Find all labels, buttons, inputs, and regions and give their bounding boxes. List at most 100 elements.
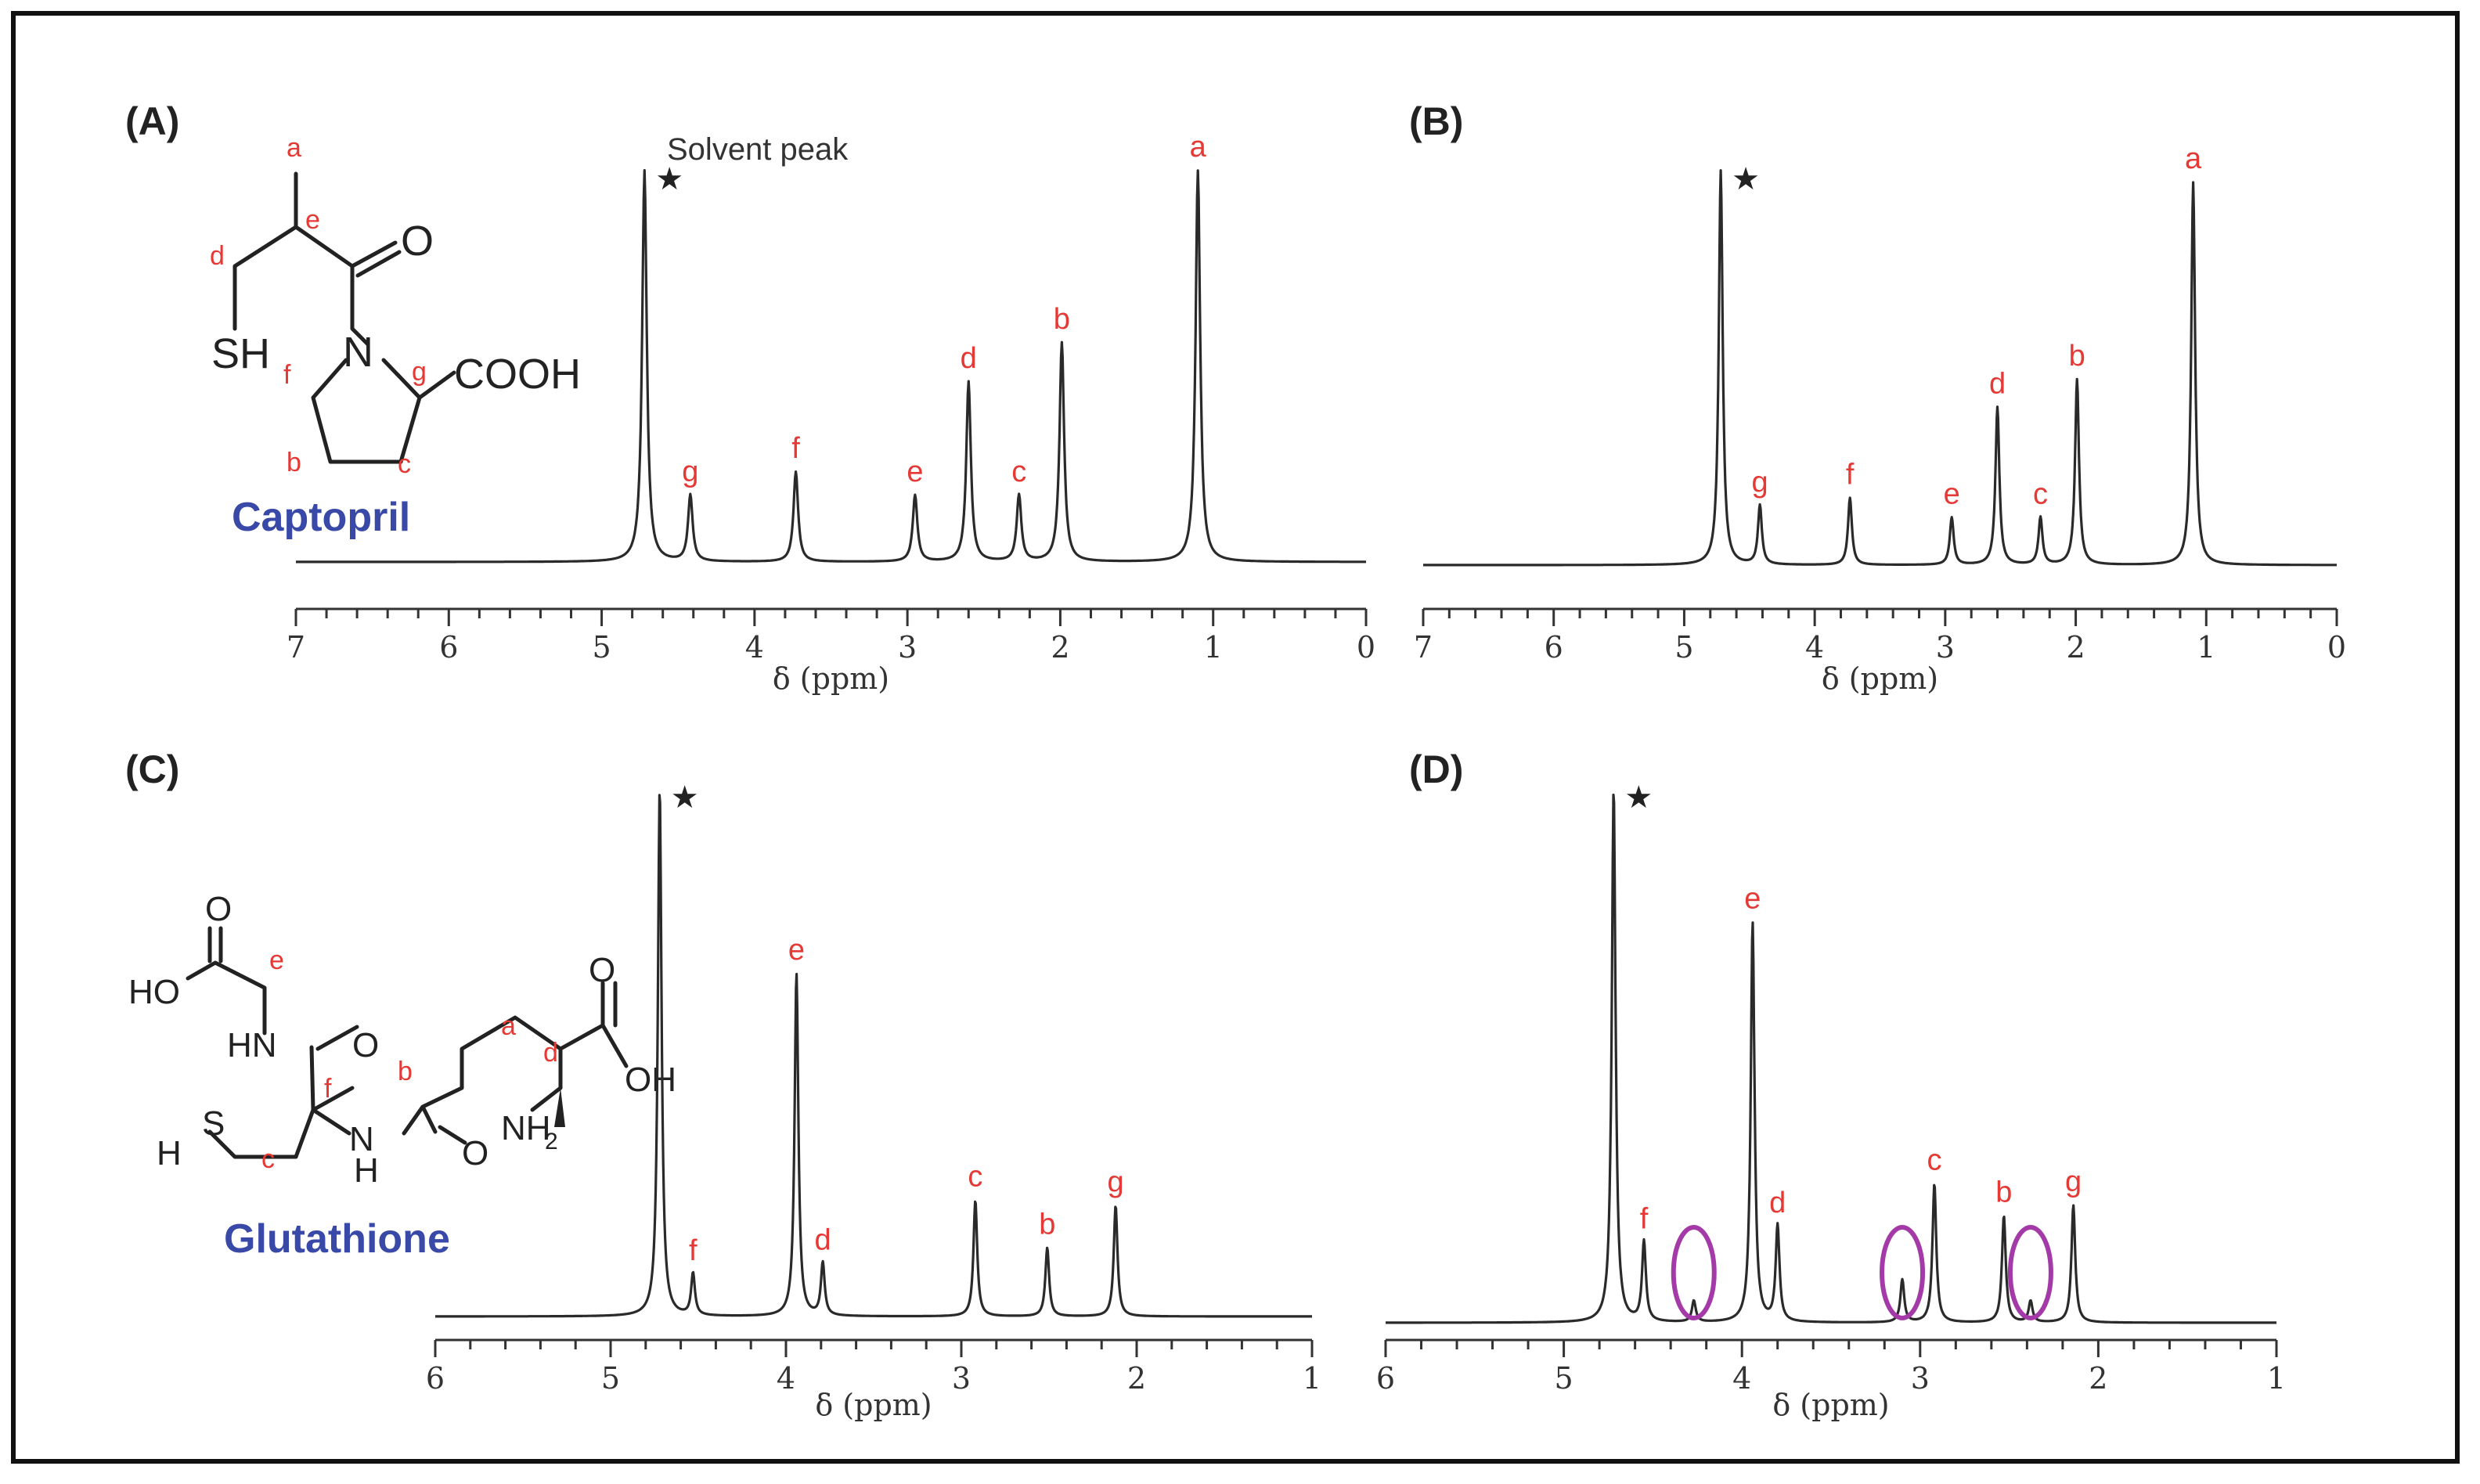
tick-label: 3 — [898, 630, 917, 665]
tick-label: 1 — [2267, 1361, 2286, 1396]
glutathione-atom-oh: OH — [625, 1061, 676, 1099]
peak-label-g: g — [1752, 466, 1768, 499]
panel-label-b: (B) — [1409, 99, 1463, 143]
glutathione-structure: O HO HN O O OH H S N H O NH 2 e a d b f … — [128, 890, 676, 1190]
glutathione-atom-nh: NH — [501, 1109, 551, 1147]
glutathione-atom-o-acid: O — [589, 951, 615, 989]
glutathione-atom-o-top: O — [205, 890, 232, 928]
peak-label-e: e — [1744, 883, 1761, 916]
tick-label: 6 — [439, 630, 458, 665]
solvent-star: ★ — [1624, 780, 1653, 816]
spectrum-panel-2: 7 6 5 4 3 2 1 0 δ (ppm) ★ g f e d c b a — [1414, 142, 2346, 696]
peak-label-f: f — [791, 432, 800, 465]
spectrum-line — [295, 169, 1367, 564]
glutathione-pos-a: a — [501, 1011, 516, 1041]
spectrum-line — [1422, 169, 2338, 567]
captopril-atom-o: O — [401, 218, 434, 265]
glutathione-atom-h: H — [157, 1134, 182, 1172]
tick-label: 6 — [1545, 630, 1563, 665]
peak-label-c: c — [1927, 1144, 1942, 1177]
spectrum-panel-4: 6 5 4 3 2 1 δ (ppm) ★ f e d c b g — [1376, 780, 2286, 1422]
peak-label-b: b — [2069, 340, 2085, 373]
tick-label: 4 — [777, 1361, 795, 1396]
tick-label: 2 — [1051, 630, 1069, 665]
tick-label: 3 — [1911, 1361, 1930, 1396]
tick-label: 7 — [287, 630, 305, 665]
glutathione-pos-f: f — [324, 1074, 332, 1104]
captopril-atom-sh: SH — [211, 330, 270, 377]
captopril-pos-c: c — [398, 449, 411, 479]
spectrum-line — [434, 794, 1313, 1318]
highlight-ellipse — [1880, 1225, 1926, 1320]
glutathione-atom-s: S — [202, 1104, 225, 1143]
captopril-pos-e: e — [305, 205, 320, 235]
tick-label: 7 — [1414, 630, 1433, 665]
peak-label-b: b — [1054, 303, 1070, 336]
highlight-ellipse — [1671, 1225, 1717, 1320]
peak-label-d: d — [961, 342, 977, 375]
tick-label: 4 — [1732, 1361, 1751, 1396]
peak-label-g: g — [1108, 1165, 1124, 1198]
peak-label-e: e — [1944, 478, 1960, 511]
peak-label-a: a — [1190, 131, 1207, 164]
spectra-group: 7 6 5 4 3 2 1 0 δ (ppm) ★ g f e d c b a 7 6 5 4 3 2 1 0 δ (ppm) ★ g… — [287, 131, 2346, 1422]
captopril-structure: O SH N COOH a e d f g b c — [210, 133, 581, 479]
peak-label-g: g — [682, 456, 698, 488]
glutathione-atom-o-bottom: O — [462, 1134, 488, 1172]
tick-label: 6 — [426, 1361, 445, 1396]
tick-label: 4 — [1805, 630, 1824, 665]
peak-label-d: d — [814, 1224, 831, 1257]
x-axis-title: δ (ppm) — [773, 661, 889, 696]
tick-label: 1 — [1204, 630, 1223, 665]
peak-label-f: f — [1846, 458, 1855, 491]
tick-label: 5 — [601, 1361, 620, 1396]
captopril-pos-g: g — [412, 357, 427, 387]
panel-label-c: (C) — [125, 747, 179, 791]
tick-label: 4 — [745, 630, 764, 665]
captopril-pos-b: b — [287, 448, 301, 477]
glutathione-atom-n: N — [349, 1120, 374, 1158]
peak-label-c: c — [1011, 456, 1026, 488]
peak-label-e: e — [907, 456, 923, 488]
tick-label: 5 — [1555, 1361, 1573, 1396]
tick-label: 0 — [2327, 630, 2346, 665]
glutathione-wedge-bond — [554, 1088, 565, 1127]
tick-label: 3 — [1936, 630, 1955, 665]
x-axis-title: δ (ppm) — [815, 1388, 932, 1422]
panel-label-d: (D) — [1409, 747, 1463, 791]
compound-name-captopril: Captopril — [232, 495, 410, 540]
tick-label: 3 — [952, 1361, 971, 1396]
tick-label: 2 — [2089, 1361, 2107, 1396]
glutathione-atom-h-amide: H — [354, 1151, 379, 1190]
glutathione-pos-d: d — [543, 1038, 558, 1068]
captopril-atom-cooh: COOH — [454, 351, 581, 398]
tick-label: 2 — [1127, 1361, 1146, 1396]
glutathione-atom-o-amide: O — [352, 1026, 379, 1064]
peak-label-f: f — [1640, 1203, 1649, 1236]
highlight-ellipse — [2007, 1225, 2053, 1320]
glutathione-pos-c: c — [261, 1144, 275, 1174]
panel-label-a: (A) — [125, 99, 179, 143]
solvent-peak-label: Solvent peak — [667, 132, 849, 167]
compound-name-glutathione: Glutathione — [224, 1216, 450, 1262]
solvent-star: ★ — [655, 161, 683, 197]
peak-label-b: b — [1039, 1208, 1055, 1241]
tick-label: 6 — [1376, 1361, 1395, 1396]
peak-label-d: d — [1989, 367, 2006, 400]
glutathione-pos-e: e — [269, 946, 284, 975]
peak-label-a: a — [2185, 142, 2202, 175]
spectrum-panel-3: 6 5 4 3 2 1 δ (ppm) ★ f e d c b g — [426, 780, 1321, 1422]
glutathione-atom-nh-subscript: 2 — [545, 1129, 558, 1154]
x-axis-title: δ (ppm) — [1822, 661, 1938, 696]
x-axis-title: δ (ppm) — [1772, 1388, 1889, 1422]
captopril-pos-f: f — [283, 360, 291, 390]
peak-label-b: b — [1995, 1176, 2012, 1209]
peak-label-e: e — [788, 934, 805, 967]
spectrum-line — [1385, 793, 2277, 1324]
solvent-star: ★ — [1732, 161, 1760, 197]
tick-label: 0 — [1357, 630, 1375, 665]
tick-label: 2 — [2066, 630, 2085, 665]
captopril-atom-n: N — [343, 329, 373, 376]
glutathione-atom-ho: HO — [128, 973, 180, 1011]
